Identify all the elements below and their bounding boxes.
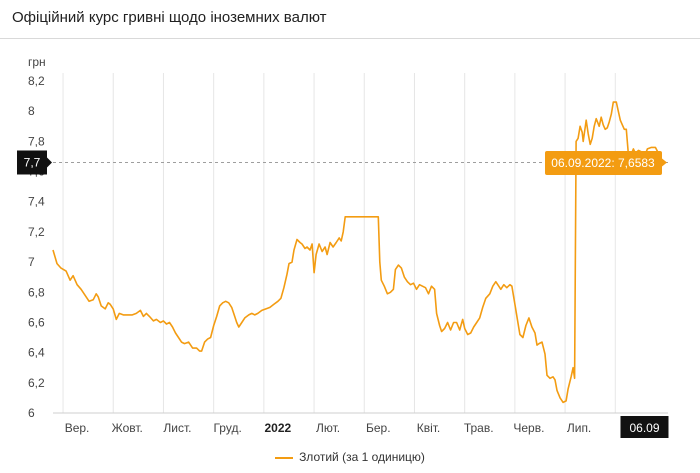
y-tick-label: 7,2 bbox=[28, 225, 45, 239]
x-tick-label: Лип. bbox=[567, 421, 591, 435]
x-tick-label: Черв. bbox=[513, 421, 544, 435]
crosshair-x-label: 06.09 bbox=[620, 416, 669, 438]
y-tick-label: 6,4 bbox=[28, 346, 45, 360]
tooltip: 06.09.2022: 7,6583 bbox=[545, 151, 667, 175]
crosshair-x-value: 06.09 bbox=[629, 421, 659, 435]
page-title: Офіційний курс гривні щодо іноземних вал… bbox=[12, 9, 327, 26]
crosshair-x-box bbox=[620, 416, 669, 438]
header-divider bbox=[0, 38, 700, 39]
tooltip-pointer bbox=[662, 158, 667, 167]
y-tick-label: 7,8 bbox=[28, 134, 45, 148]
crosshair-y-value: 7,7 bbox=[24, 155, 41, 169]
y-tick-label: 7,4 bbox=[28, 195, 45, 209]
y-axis-unit: грн bbox=[28, 55, 46, 69]
chart-legend[interactable]: Злотий (за 1 одиницю) bbox=[0, 450, 700, 464]
x-tick-label: 2022 bbox=[265, 421, 292, 435]
tooltip-box bbox=[545, 151, 662, 175]
y-tick-label: 8,2 bbox=[28, 74, 45, 88]
crosshair-y-pointer bbox=[47, 157, 52, 168]
x-tick-label: Груд. bbox=[213, 421, 241, 435]
y-tick-label: 6 bbox=[28, 406, 35, 420]
y-tick-label: 6,2 bbox=[28, 376, 45, 390]
series-line-zloty bbox=[52, 101, 666, 404]
x-tick-label: Лют. bbox=[316, 421, 340, 435]
legend-line-swatch bbox=[275, 456, 294, 459]
y-tick-label: 7 bbox=[28, 255, 35, 269]
y-tick-label: 8 bbox=[28, 104, 35, 118]
legend-label: Злотий (за 1 одиницю) bbox=[299, 450, 425, 464]
x-tick-label: Лист. bbox=[163, 421, 191, 435]
crosshair-y-label: 7,7 bbox=[17, 150, 52, 175]
x-tick-label: Вер. bbox=[65, 421, 90, 435]
x-tick-label: Бер. bbox=[366, 421, 391, 435]
y-tick-label: 6,8 bbox=[28, 285, 45, 299]
tooltip-text: 06.09.2022: 7,6583 bbox=[551, 156, 655, 170]
y-tick-label: 6,6 bbox=[28, 315, 45, 329]
x-tick-label: Квіт. bbox=[417, 421, 441, 435]
crosshair-y-box bbox=[17, 150, 47, 175]
x-tick-label: Трав. bbox=[464, 421, 494, 435]
x-tick-label: Жовт. bbox=[112, 421, 143, 435]
